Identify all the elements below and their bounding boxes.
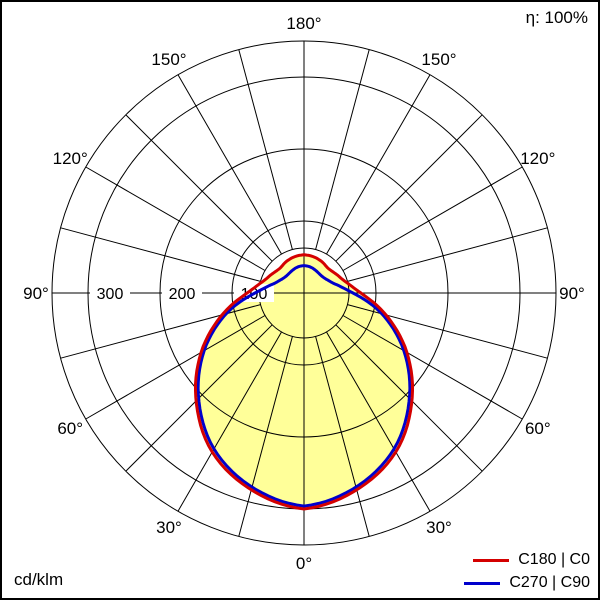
angle-label-30-left: 30° xyxy=(156,518,182,537)
unit-label: cd/klm xyxy=(14,570,64,589)
legend-label-c0: C180 | C0 xyxy=(518,551,590,568)
grid-spoke-30 xyxy=(326,331,431,512)
grid-spoke-195 xyxy=(238,49,293,250)
curve-c180-c0 xyxy=(194,253,414,511)
grid-spoke-60 xyxy=(342,315,523,420)
grid-spoke-330 xyxy=(177,331,282,512)
angle-label-120-left: 120° xyxy=(53,149,88,168)
grid-spoke-225 xyxy=(125,114,273,262)
legend-line-red-icon xyxy=(473,558,510,562)
angle-label-90-right: 90° xyxy=(559,284,585,303)
grid-spoke-150 xyxy=(326,74,431,255)
grid-spoke-345 xyxy=(238,336,293,537)
legend: C180 | C0 C270 | C90 xyxy=(464,551,590,592)
grid-spoke-240 xyxy=(85,166,266,271)
grid-spoke-105 xyxy=(347,227,548,282)
angle-label-60-left: 60° xyxy=(57,419,83,438)
grid-spoke-210 xyxy=(177,74,282,255)
curve-c270-c90 xyxy=(196,264,412,508)
radial-tick-bg xyxy=(162,284,202,302)
legend-item-c0: C180 | C0 xyxy=(464,551,590,569)
radial-tick-bg xyxy=(90,284,130,302)
grid-spoke-135 xyxy=(335,114,483,262)
legend-label-c90: C270 | C90 xyxy=(509,574,590,591)
efficiency-label: η: 100% xyxy=(525,8,588,27)
angle-label-180: 180° xyxy=(286,14,321,33)
grid-spoke-165 xyxy=(315,49,370,250)
grid-spoke-120 xyxy=(342,166,523,271)
grid-spoke-15 xyxy=(315,336,370,537)
angle-label-120-right: 120° xyxy=(520,149,555,168)
legend-item-c90: C270 | C90 xyxy=(464,574,590,592)
angle-label-0: 0° xyxy=(296,554,312,573)
radial-tick-label-200: 200 xyxy=(169,286,196,303)
legend-line-blue-icon xyxy=(464,581,501,585)
radial-tick-label-300: 300 xyxy=(97,286,124,303)
angle-label-60-right: 60° xyxy=(525,419,551,438)
angle-label-30-right: 30° xyxy=(426,518,452,537)
angle-label-150-left: 150° xyxy=(151,50,186,69)
grid-spoke-300 xyxy=(85,315,266,420)
angle-label-150-right: 150° xyxy=(421,50,456,69)
angle-label-90-left: 90° xyxy=(23,284,49,303)
grid-spoke-255 xyxy=(60,227,261,282)
